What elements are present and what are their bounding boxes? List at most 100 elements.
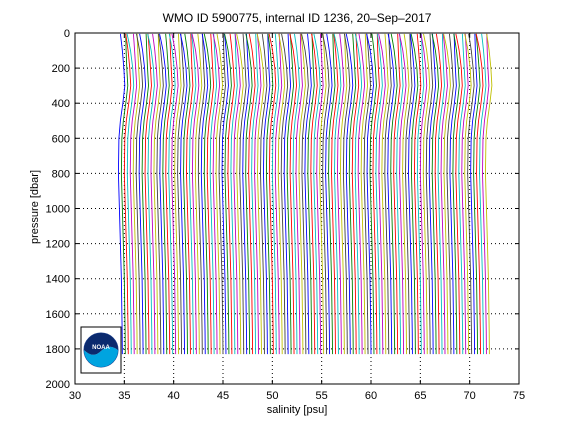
salinity-profile-line [475, 33, 484, 355]
salinity-profile-line [333, 33, 342, 355]
salinity-profile-line [132, 33, 141, 355]
salinity-profile-line [179, 33, 188, 355]
salinity-profile-line [186, 33, 194, 355]
salinity-profile-line [398, 33, 407, 355]
salinity-profile-line [123, 33, 132, 355]
salinity-profile-line [236, 33, 244, 355]
salinity-profile-line [434, 33, 443, 355]
salinity-profile-line [262, 33, 271, 355]
salinity-profile-line [369, 33, 377, 355]
salinity-profile-line [339, 33, 348, 355]
salinity-profile-line [218, 33, 226, 355]
x-tick-label: 50 [266, 390, 278, 402]
salinity-profile-line [461, 33, 469, 355]
salinity-profile-line [162, 33, 170, 355]
salinity-profile-line [479, 33, 487, 355]
chart-title: WMO ID 5900775, internal ID 1236, 20–Sep… [163, 11, 432, 25]
y-tick-label: 400 [52, 98, 70, 110]
salinity-profile-line [357, 33, 366, 355]
salinity-profile-line [221, 33, 229, 355]
salinity-profile-line [174, 33, 182, 355]
salinity-profile-line [191, 33, 200, 355]
y-tick-label: 1400 [46, 274, 70, 286]
salinity-profile-line [419, 33, 428, 355]
salinity-profile-line [413, 33, 422, 355]
salinity-profile-line [283, 33, 292, 355]
salinity-profile-line [203, 33, 212, 355]
salinity-profile-line [428, 33, 437, 355]
salinity-profile-line [224, 33, 232, 355]
salinity-profile-line [277, 33, 286, 355]
salinity-profile-line [230, 33, 238, 355]
x-axis-label: salinity [psu] [267, 404, 328, 416]
x-tick-label: 75 [513, 390, 525, 402]
salinity-profile-line [446, 33, 454, 355]
salinity-profile-line [265, 33, 274, 355]
salinity-profile-line [384, 33, 392, 355]
salinity-profile-line [135, 33, 144, 355]
salinity-profile-line [482, 33, 490, 355]
salinity-profile-line [177, 33, 185, 355]
salinity-profile-line [227, 33, 235, 355]
salinity-profile-line [455, 33, 463, 355]
salinity-profile-line [150, 33, 158, 355]
salinity-profile-line [271, 33, 280, 355]
salinity-profile-line [260, 33, 268, 355]
salinity-profile-line [239, 33, 247, 355]
x-tick-label: 35 [118, 390, 130, 402]
salinity-profile-line [233, 33, 241, 355]
salinity-profile-line [348, 33, 357, 355]
salinity-profile-line [245, 33, 253, 355]
salinity-profile-line [375, 33, 383, 355]
y-tick-label: 800 [52, 168, 70, 180]
salinity-profile-line [159, 33, 167, 355]
salinity-profile-line [458, 33, 466, 355]
salinity-profile-line [425, 33, 434, 355]
salinity-profile-line [304, 33, 312, 355]
salinity-profile-line [141, 33, 149, 355]
salinity-profile-line [378, 33, 386, 355]
x-tick-label: 45 [217, 390, 229, 402]
salinity-profile-line [242, 33, 250, 355]
salinity-profile-line [248, 33, 256, 355]
salinity-profile-line [405, 33, 413, 355]
salinity-profile-line [171, 33, 179, 355]
salinity-profile-line [156, 33, 164, 355]
salinity-profile-line [212, 33, 221, 355]
y-tick-label: 1200 [46, 239, 70, 251]
salinity-profile-line [467, 33, 475, 355]
salinity-profile-line [351, 33, 360, 355]
salinity-profile-line [313, 33, 321, 355]
salinity-profile-line [254, 33, 262, 355]
ticks: 30 35 40 45 50 55 60 65 70 75 0 200 400 600 800 1000 120… [46, 28, 526, 402]
salinity-profile-line [416, 33, 425, 355]
salinity-profile-line [301, 33, 309, 355]
salinity-profile-line [470, 33, 478, 355]
salinity-profile-line [393, 33, 401, 355]
salinity-profile-line [316, 33, 324, 355]
salinity-profile-line [168, 33, 176, 355]
salinity-profile-line [138, 33, 147, 355]
salinity-profile-line [325, 33, 333, 355]
salinity-profile-line [215, 33, 223, 355]
y-tick-label: 1800 [46, 344, 70, 356]
salinity-profile-line [342, 33, 351, 355]
salinity-profile-line [194, 33, 203, 355]
y-tick-label: 0 [64, 28, 70, 40]
x-tick-label: 55 [316, 390, 328, 402]
salinity-profile-line [295, 33, 303, 355]
salinity-profile-line [280, 33, 289, 355]
y-axis-label: pressure [dbar] [29, 170, 41, 244]
salinity-profile-line [345, 33, 354, 355]
salinity-profile-line [206, 33, 215, 355]
salinity-profile-line [298, 33, 306, 355]
salinity-profile-line [387, 33, 395, 355]
salinity-profile-line [200, 33, 209, 355]
salinity-profile-line [363, 33, 371, 355]
salinity-profile-line [390, 33, 398, 355]
salinity-profile-line [256, 33, 265, 355]
y-tick-label: 600 [52, 133, 70, 145]
salinity-profile-line [440, 33, 448, 355]
salinity-profile-line [408, 33, 416, 355]
